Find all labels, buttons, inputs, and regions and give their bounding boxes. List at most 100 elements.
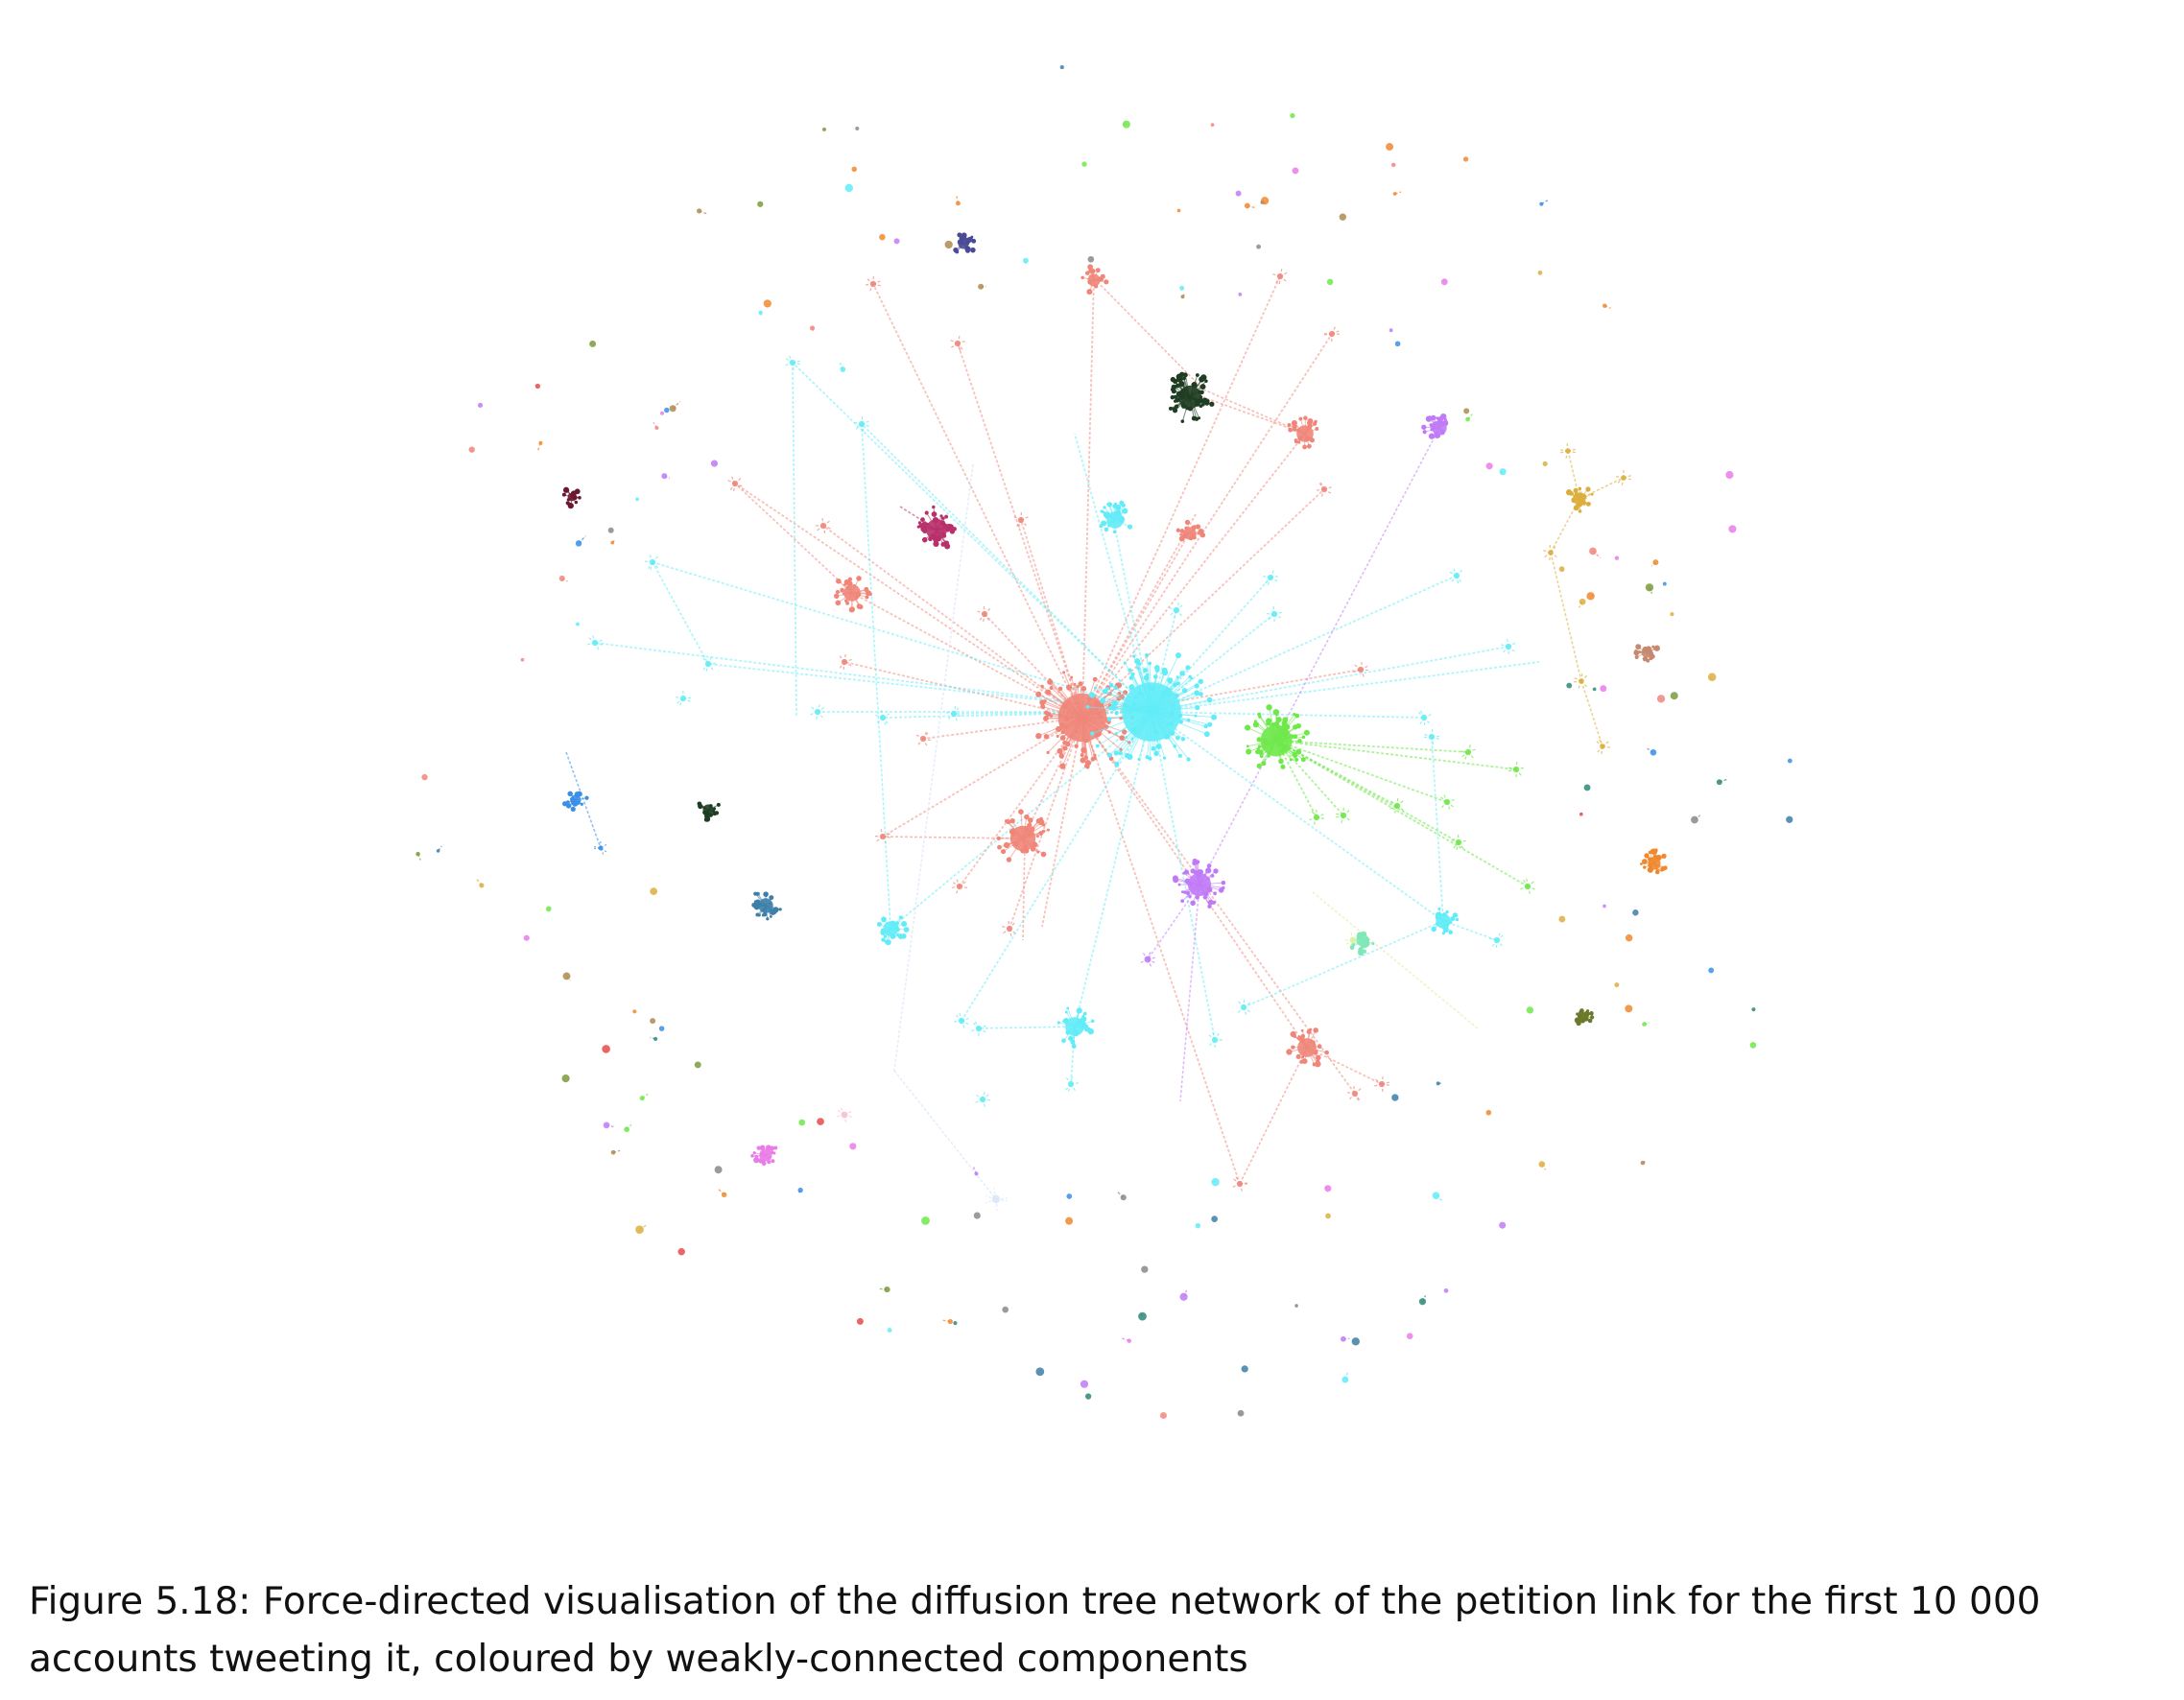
node: [771, 1159, 775, 1164]
hub-node: [1087, 273, 1101, 287]
node: [1589, 1011, 1594, 1016]
node: [1650, 848, 1657, 855]
node: [1203, 731, 1210, 738]
node: [1295, 748, 1302, 755]
node: [753, 904, 760, 909]
node: [659, 411, 664, 415]
node: [1062, 671, 1066, 674]
node: [1061, 1038, 1066, 1044]
edge: [1041, 717, 1083, 928]
node: [1295, 722, 1302, 729]
node: [1266, 718, 1272, 724]
cluster: [1421, 413, 1449, 439]
edge: [953, 711, 1152, 715]
node: [1297, 739, 1302, 744]
node: [1137, 757, 1141, 761]
node: [653, 1036, 658, 1042]
node: [1102, 510, 1105, 514]
node: [1241, 1365, 1248, 1373]
edge: [734, 483, 1083, 719]
node: [881, 937, 886, 942]
node: [598, 845, 604, 851]
node: [1114, 761, 1120, 767]
node: [849, 1143, 857, 1150]
node: [755, 912, 760, 917]
node: [1358, 949, 1363, 954]
node: [1104, 279, 1109, 285]
node: [561, 492, 566, 497]
node: [809, 325, 816, 331]
node: [1422, 430, 1427, 435]
node: [1432, 1192, 1440, 1199]
edge: [1550, 552, 1582, 682]
node: [1124, 661, 1127, 665]
node: [1198, 416, 1201, 420]
node: [566, 800, 570, 804]
node: [1524, 883, 1531, 890]
node: [1028, 817, 1033, 823]
node: [561, 1074, 570, 1083]
node: [840, 587, 844, 593]
node: [1293, 1034, 1296, 1038]
node: [1201, 402, 1205, 407]
node: [1389, 328, 1393, 333]
node: [1276, 272, 1284, 280]
node: [1199, 692, 1203, 697]
node: [1153, 750, 1159, 757]
edge: [1151, 661, 1540, 713]
node: [759, 1145, 766, 1150]
node: [697, 208, 702, 214]
node: [1046, 750, 1050, 754]
node: [1450, 916, 1456, 922]
node: [570, 806, 576, 813]
node: [1064, 1010, 1068, 1014]
node: [520, 657, 525, 662]
hub-node: [1122, 682, 1181, 742]
node: [1181, 688, 1188, 694]
node: [1274, 712, 1279, 717]
node: [1340, 1335, 1346, 1342]
node: [1640, 1160, 1646, 1166]
node: [1246, 748, 1252, 755]
node: [1213, 868, 1219, 874]
node: [1066, 1193, 1073, 1199]
node: [574, 500, 579, 505]
node: [558, 575, 565, 581]
node: [763, 299, 772, 308]
node: [1614, 555, 1620, 560]
node: [954, 340, 961, 347]
node: [1081, 161, 1087, 167]
node: [1178, 381, 1185, 388]
edge: [1081, 717, 1241, 1185]
node: [1113, 685, 1118, 691]
node: [1303, 729, 1310, 736]
node: [1640, 862, 1643, 865]
node: [1291, 420, 1297, 427]
node: [1307, 417, 1314, 424]
node: [952, 527, 957, 531]
edge: [1112, 517, 1152, 713]
hub-node: [759, 1148, 772, 1162]
node: [903, 927, 910, 933]
node: [1039, 816, 1043, 821]
edge: [893, 463, 974, 1072]
node: [1175, 735, 1180, 741]
node: [1542, 460, 1548, 467]
node: [1007, 842, 1010, 847]
node: [1291, 1045, 1295, 1050]
edge: [1022, 717, 1083, 839]
node: [468, 446, 475, 453]
node: [1058, 753, 1065, 759]
node: [1120, 1194, 1127, 1201]
node: [415, 851, 420, 857]
node: [1418, 1298, 1427, 1306]
node: [1292, 167, 1299, 175]
node: [1106, 717, 1112, 721]
edge: [1275, 740, 1448, 803]
node: [1708, 967, 1715, 974]
node: [1548, 550, 1554, 555]
node: [1787, 758, 1792, 764]
node: [603, 1122, 610, 1129]
node: [1211, 1216, 1218, 1222]
node: [1095, 744, 1100, 748]
